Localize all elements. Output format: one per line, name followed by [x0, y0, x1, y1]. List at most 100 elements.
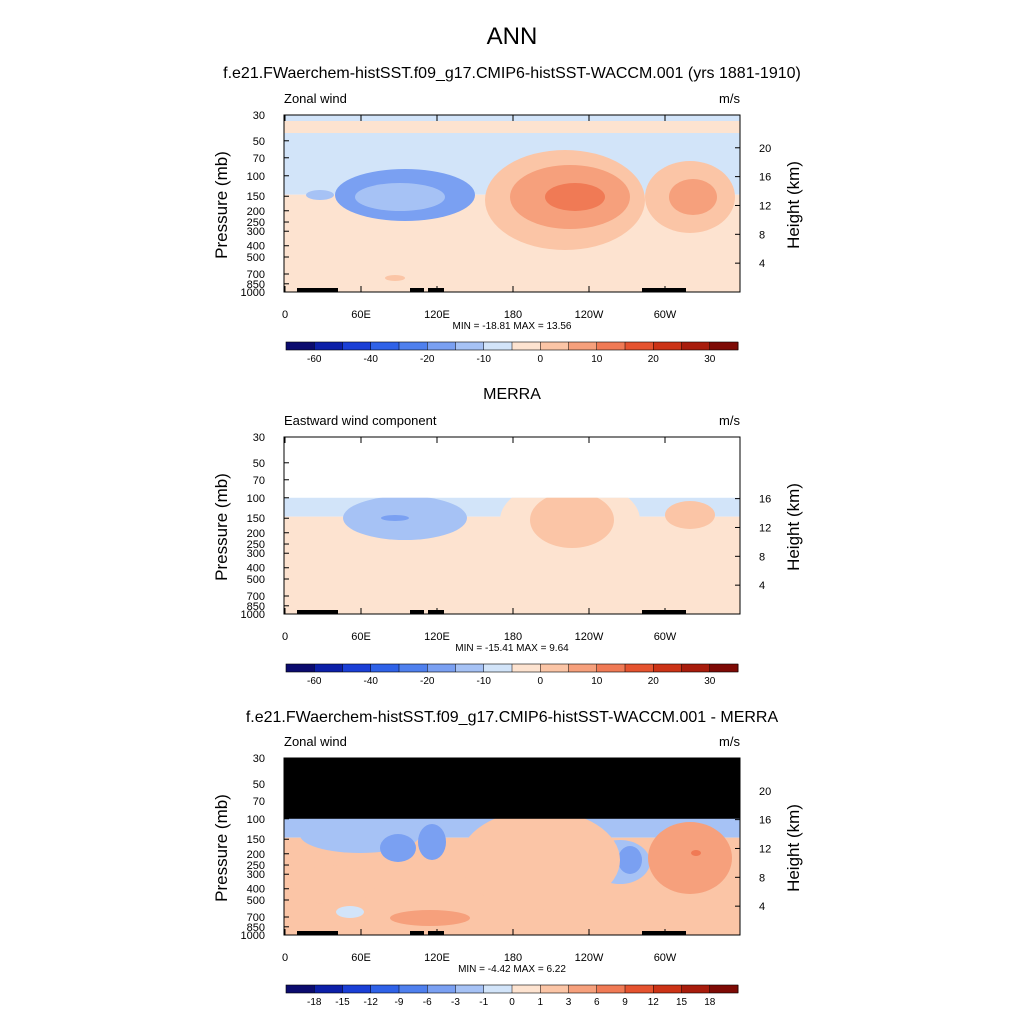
- panel-left-label: Zonal wind: [284, 91, 347, 106]
- y-tick-label: 500: [247, 252, 265, 264]
- topography-mark: [297, 931, 321, 935]
- panels: f.e21.FWaerchem-histSST.f09_g17.CMIP6-hi…: [212, 65, 803, 1008]
- colorbar-swatch: [653, 985, 682, 993]
- contour-region: [691, 850, 701, 856]
- min-max-stats: MIN = -15.41 MAX = 9.64: [455, 643, 569, 654]
- colorbar-swatch: [653, 342, 682, 350]
- colorbar-swatch: [653, 664, 682, 672]
- y-tick-label: 150: [247, 513, 265, 525]
- colorbar-label: -40: [364, 354, 379, 365]
- colorbar-label: -10: [477, 354, 492, 365]
- colorbar-swatch: [596, 985, 626, 993]
- y2-tick-label: 20: [759, 143, 771, 155]
- x-tick-label: 0: [282, 952, 288, 964]
- panel-3: f.e21.FWaerchem-histSST.f09_g17.CMIP6-hi…: [212, 709, 803, 1008]
- y2-tick-label: 20: [759, 786, 771, 798]
- topography-mark: [410, 931, 424, 935]
- min-max-stats: MIN = -18.81 MAX = 13.56: [453, 321, 572, 332]
- topography-mark: [320, 610, 338, 614]
- contour-group: [325, 497, 715, 608]
- contour-region: [325, 588, 435, 608]
- y-tick-label: 850: [247, 279, 265, 291]
- contour-region: [336, 906, 364, 918]
- y-tick-label: 500: [247, 895, 265, 907]
- colorbar-swatch: [399, 664, 428, 672]
- y-tick-label: 30: [253, 432, 265, 444]
- colorbar-swatch: [625, 985, 654, 993]
- x-tick-label: 120E: [424, 309, 450, 321]
- colorbar-swatch: [568, 985, 598, 993]
- panel-1: f.e21.FWaerchem-histSST.f09_g17.CMIP6-hi…: [212, 65, 803, 365]
- colorbar-swatch: [483, 664, 513, 672]
- colorbar-label: 0: [509, 997, 515, 1008]
- topography-mark: [428, 288, 444, 292]
- colorbar-label: -60: [307, 676, 322, 687]
- x-tick-label: 120E: [424, 631, 450, 643]
- colorbar-label: 20: [648, 676, 660, 687]
- colorbar-swatch: [483, 342, 513, 350]
- figure-title: ANN: [487, 23, 538, 50]
- y-tick-label: 150: [247, 834, 265, 846]
- y2-tick-label: 16: [759, 494, 771, 506]
- missing-data-region: [284, 758, 740, 819]
- y-tick-label: 100: [247, 171, 265, 183]
- panel-units: m/s: [719, 91, 740, 106]
- panel-left-label: Eastward wind component: [284, 413, 437, 428]
- colorbar-label: -10: [477, 676, 492, 687]
- contour-region: [320, 254, 440, 286]
- colorbar-swatch: [709, 985, 739, 993]
- min-max-stats: MIN = -4.42 MAX = 6.22: [458, 964, 566, 975]
- y-tick-label: 400: [247, 884, 265, 896]
- contour-region: [648, 822, 732, 894]
- colorbar-swatch: [314, 664, 343, 672]
- topography-mark: [297, 610, 321, 614]
- y2-axis-label: Height (km): [784, 804, 803, 892]
- plot-frame: [283, 757, 741, 936]
- y-tick-label: 850: [247, 601, 265, 613]
- x-tick-label: 60E: [351, 952, 371, 964]
- colorbar-label: -6: [423, 997, 432, 1008]
- contour-region: [385, 275, 405, 281]
- colorbar-label: 9: [622, 997, 628, 1008]
- topography-mark: [642, 288, 686, 292]
- colorbar-swatch: [370, 985, 400, 993]
- contour-region: [460, 810, 620, 910]
- colorbar-swatch: [314, 985, 343, 993]
- colorbar-swatch: [596, 664, 626, 672]
- colorbar-swatch: [455, 664, 485, 672]
- colorbar-swatch: [342, 664, 372, 672]
- panel-title: MERRA: [483, 386, 541, 403]
- contour-region: [545, 183, 605, 211]
- contour-region: [355, 183, 445, 211]
- topography-mark: [410, 610, 424, 614]
- colorbar-label: 1: [537, 997, 543, 1008]
- y-tick-label: 400: [247, 563, 265, 575]
- y-tick-label: 300: [247, 548, 265, 560]
- y-tick-label: 700: [247, 269, 265, 281]
- colorbar-label: -3: [451, 997, 460, 1008]
- y-tick-label: 300: [247, 226, 265, 238]
- y-tick-label: 1000: [241, 287, 265, 299]
- x-tick-label: 60W: [654, 631, 677, 643]
- colorbar-swatch: [512, 342, 541, 350]
- colorbar-swatch: [681, 664, 711, 672]
- y2-tick-label: 16: [759, 815, 771, 827]
- colorbar-label: 3: [566, 997, 572, 1008]
- colorbar-swatch: [681, 985, 711, 993]
- contour-region: [418, 824, 446, 860]
- topography-mark: [320, 288, 338, 292]
- colorbar-label: -40: [364, 676, 379, 687]
- colorbar-swatch: [427, 985, 456, 993]
- y2-axis-label: Height (km): [784, 483, 803, 571]
- colorbar-label: 18: [704, 997, 716, 1008]
- y-tick-label: 250: [247, 217, 265, 229]
- panel-title: f.e21.FWaerchem-histSST.f09_g17.CMIP6-hi…: [223, 65, 801, 82]
- colorbar-swatch: [540, 664, 569, 672]
- y-tick-label: 700: [247, 912, 265, 924]
- topography-mark: [642, 610, 686, 614]
- y-tick-label: 200: [247, 528, 265, 540]
- y-axis-label: Pressure (mb): [212, 794, 231, 902]
- colorbar-swatch: [568, 664, 598, 672]
